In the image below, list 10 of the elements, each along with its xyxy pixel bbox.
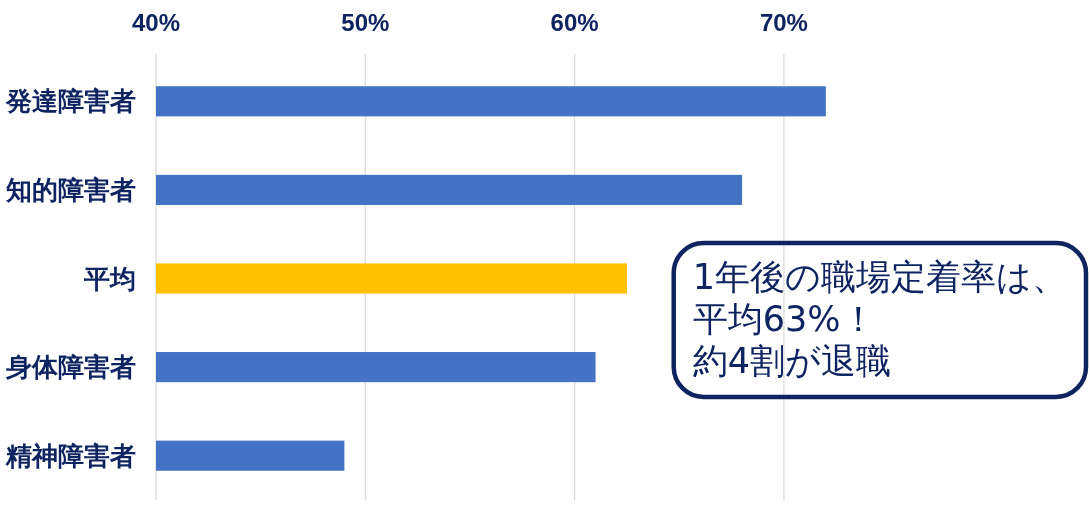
y-tick-label: 発達障害者: [5, 86, 136, 117]
annotation: 1年後の職場定着率は、平均63%！約4割が退職: [692, 257, 1067, 381]
x-tick-label: 50%: [341, 9, 390, 36]
y-tick-label: 知的障害者: [5, 174, 136, 205]
x-tick-label: 70%: [759, 9, 808, 36]
x-tick-label: 40%: [131, 9, 181, 36]
x-tick-label: 60%: [550, 9, 599, 36]
y-tick-label: 精神障害者: [5, 440, 136, 471]
y-tick-label: 平均: [83, 263, 136, 294]
y-tick-label: 身体障害者: [5, 352, 136, 383]
